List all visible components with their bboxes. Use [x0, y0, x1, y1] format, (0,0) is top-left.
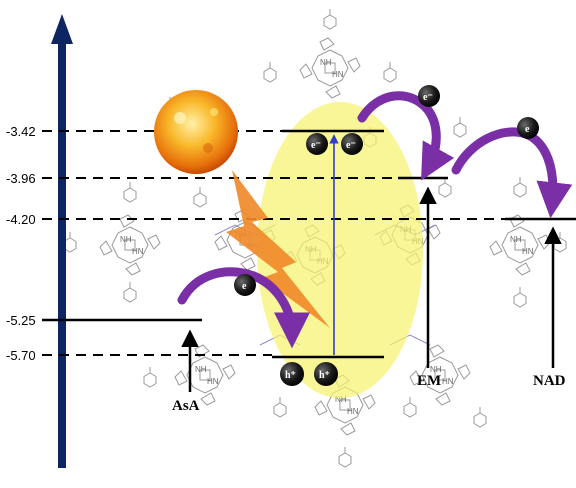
sun-icon [154, 90, 238, 174]
energy-axis-arrow [51, 14, 73, 468]
light-bolt-icon [226, 170, 330, 328]
label-em: EM [417, 373, 441, 389]
electron-ball-2-label: e⁻ [346, 140, 356, 151]
electron-ball-2: e⁻ [341, 133, 363, 155]
arrow-em-to-nad [451, 127, 573, 219]
hole-ball-1-label: h⁺ [285, 370, 296, 381]
arrow-cb-to-em [357, 91, 455, 181]
electron-small-asa-label: e [242, 281, 247, 292]
electron-small-em: e⁻ [418, 85, 440, 107]
hole-ball-2-label: h⁺ [319, 370, 330, 381]
level-label-em: -3.96 [6, 171, 36, 186]
electron-small-nad: e [517, 117, 539, 139]
arrow-asa-to-vb [177, 267, 310, 349]
level-label-vb: -3.42 [6, 124, 36, 139]
level-label-nad: -4.20 [6, 212, 36, 227]
label-nad: NAD [533, 373, 566, 389]
electron-small-em-label: e⁻ [423, 92, 433, 103]
hole-ball-2: h⁺ [314, 362, 338, 386]
level-label-cb: -5.70 [6, 348, 36, 363]
hole-ball-1: h⁺ [280, 362, 304, 386]
electron-ball-1: e⁻ [306, 133, 328, 155]
electron-small-nad-label: e [525, 124, 530, 135]
label-asa: AsA [172, 398, 200, 414]
electron-ball-1-label: e⁻ [311, 140, 321, 151]
species-arrows [181, 186, 562, 392]
electron-small-asa: e [234, 274, 256, 296]
level-label-asa: -5.25 [6, 313, 36, 328]
